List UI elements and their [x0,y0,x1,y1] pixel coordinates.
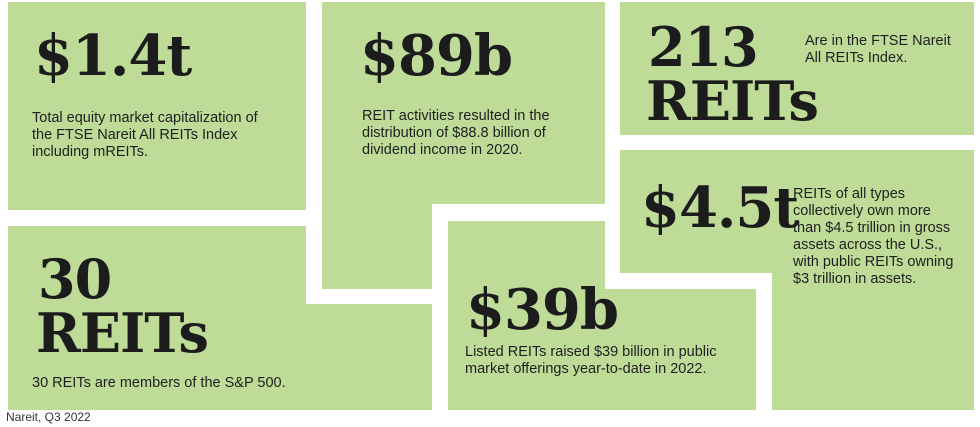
stat-tile-sp500-lower [306,304,432,410]
stat-value-index-count-line2: REITs [646,69,819,133]
stat-value-gross-assets: $4.5t [641,175,799,241]
stat-description-sp500: 30 REITs are members of the S&P 500. [32,375,286,391]
stat-description-market-cap: Total equity market capitalization of th… [32,110,258,160]
stat-description-gross-assets: REITs of all types collectively own more… [793,186,954,287]
stat-tile-market-cap [8,2,306,210]
stat-tile-offerings-lower [448,289,756,410]
source-note: Nareit, Q3 2022 [6,410,91,424]
stat-value-market-cap: $1.4t [34,23,192,89]
stat-tile-sp500 [8,226,306,410]
stat-description-index-count: Are in the FTSE Nareit All REITs Index. [805,33,951,66]
stat-tile-gross-assets [620,150,974,273]
stat-value-dividends: $89b [360,23,513,89]
stat-tile-index-count [620,2,974,135]
stat-value-index-count-line1: 213 [648,15,759,79]
stat-value-offerings: $39b [466,277,619,343]
stat-description-offerings: Listed REITs raised $39 billion in publi… [465,344,717,377]
stat-tile-offerings [448,221,605,289]
stat-tile-dividends-lower [322,204,432,289]
stat-value-sp500-line1: 30 [38,247,112,311]
stat-tile-gross-assets-lower [772,273,974,410]
stat-description-dividends: REIT activities resulted in the distribu… [362,108,550,158]
stat-value-sp500-line2: REITs [36,301,209,365]
stat-tile-dividends [322,2,605,204]
